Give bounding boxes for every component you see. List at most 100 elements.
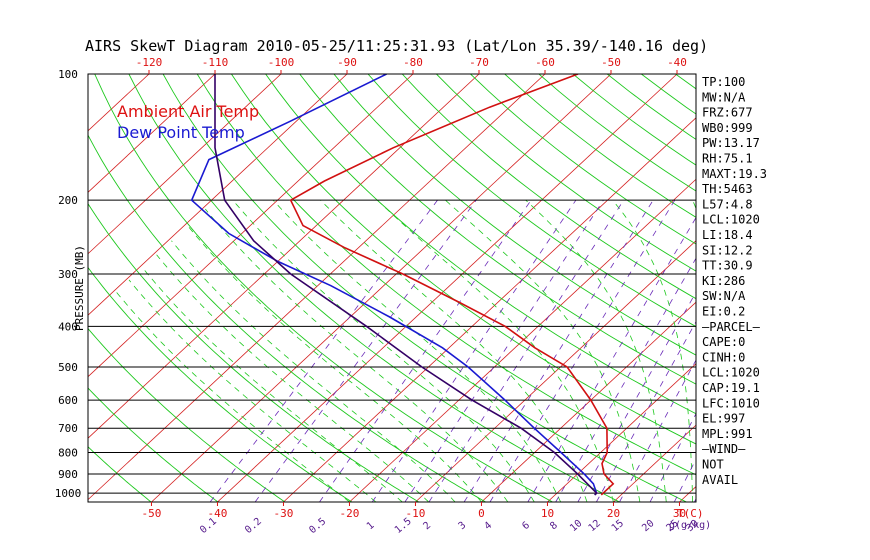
index-entry: LCL:1020 [702,213,760,227]
index-entry: TH:5463 [702,182,753,196]
dry-adiabat-line [94,74,553,502]
isotherm-line [88,74,282,255]
mixing-ratio-line [404,199,604,502]
top-temp-tick-label: -80 [403,56,423,69]
moist-adiabat-line [772,200,811,502]
index-entry: MPL:991 [702,427,753,441]
mixing-ratio-line [577,291,696,502]
pressure-tick-label: 1000 [55,487,82,500]
moist-adiabat-line [171,240,456,502]
pressure-tick-label: 800 [58,447,78,460]
index-entry: FRZ:677 [702,106,753,120]
bottom-temp-tick-label: -30 [274,507,294,520]
moist-adiabat-line [187,225,482,502]
bottom-temp-tick-label: -40 [208,507,228,520]
dry-adiabat-line [265,74,696,415]
index-entry: TP:100 [702,75,745,89]
top-temp-tick-label: -90 [337,56,357,69]
top-temp-tick-label: -120 [136,56,163,69]
bottom-temp-tick-label: 30 [673,507,686,520]
mixing-ratio-label: 6 [520,520,532,532]
pressure-tick-label: 100 [58,68,78,81]
dry-adiabat-line [88,202,420,502]
legend-dew-point-temp: Dew Point Temp [117,123,245,142]
dry-adiabat-line [436,74,696,272]
index-entry: —WIND— [702,442,746,456]
top-temp-tick-label: -50 [601,56,621,69]
dry-adiabat-line [846,74,870,502]
index-entry: LCL:1020 [702,366,760,380]
series-layer [190,74,615,496]
isotherm-line [88,74,414,378]
dry-adiabat-line [333,74,696,356]
mixing-ratio-line [371,199,577,502]
pressure-tick-label: 600 [58,394,78,407]
index-entry: SW:N/A [702,289,746,303]
mixing-ratio-label: 15 [610,518,626,534]
mixing-ratio-label: 0.2 [243,516,264,536]
mixing-ratio-label: 0.5 [307,516,328,536]
moist-adiabat-line [142,267,403,502]
dry-adiabat-line [812,74,870,502]
isotherm-line [0,74,83,502]
index-entry: EL:997 [702,412,745,426]
isotherm-line [88,74,546,501]
isotherm-line [283,117,696,502]
index-entry: LFC:1010 [702,396,760,410]
moist-adiabat-line [445,199,641,502]
mixing-ratio-label: 10 [568,518,584,534]
dry-adiabat-line [299,74,696,385]
bottom-temp-tick-label: -20 [340,507,360,520]
mixing-ratio-label: 2 [422,520,434,532]
series-line-parcel [214,74,598,496]
index-entry: MAXT:19.3 [702,167,767,181]
series-line-dew-point-temp [190,74,598,496]
dry-adiabat-line [0,74,84,502]
index-entry: WB0:999 [702,121,753,135]
moist-adiabat-line [612,199,694,502]
mixing-ratio-line [254,199,477,502]
pressure-tick-label: 400 [58,320,78,333]
index-entry: SI:12.2 [702,243,753,257]
index-entry: LI:18.4 [702,228,753,242]
moist-adiabat-line [156,254,429,502]
dry-adiabat-line [0,74,17,502]
mixing-ratio-line [527,216,696,502]
mixing-ratio-label: 3 [457,520,469,532]
dry-adiabat-line [196,74,696,476]
index-entry: NOT [702,458,724,472]
pressure-tick-label: 500 [58,361,78,374]
index-entry: EI:0.2 [702,305,745,319]
mixing-ratio-label: 8 [548,520,560,532]
bottom-temp-tick-label: 10 [541,507,554,520]
dry-adiabat-line [470,74,696,245]
moist-adiabat-line [232,199,535,502]
dry-adiabat-line [162,74,687,502]
dry-adiabat-line [778,74,870,502]
chart-title: AIRS SkewT Diagram 2010-05-25/11:25:31.9… [85,37,708,55]
dry-adiabat-line [88,266,353,502]
mixing-ratio-line [596,320,696,502]
moist-adiabat-line [115,291,350,502]
mixing-ratio-label: 4 [483,520,495,532]
bottom-temp-tick-label: -10 [406,507,426,520]
dry-adiabat-line [88,327,286,502]
temp-unit-label: T(C) [677,507,704,520]
isotherm-line [613,424,696,502]
top-temp-tick-label: -110 [202,56,229,69]
index-entry: PW:13.17 [702,136,760,150]
legend-ambient-air-temp: Ambient Air Temp [117,102,259,121]
top-temp-tick-label: -60 [535,56,555,69]
isotherm-line [88,74,480,439]
bottom-temp-tick-label: 20 [607,507,620,520]
moist-adiabat-line [272,199,562,502]
mixing-ratio-label: 12 [587,518,603,534]
dry-adiabat-line [504,74,696,218]
mixing-ratio-line [319,199,532,502]
y-axis-label: PRESSURE (MB) [73,245,86,331]
isotherm-line [217,74,678,502]
